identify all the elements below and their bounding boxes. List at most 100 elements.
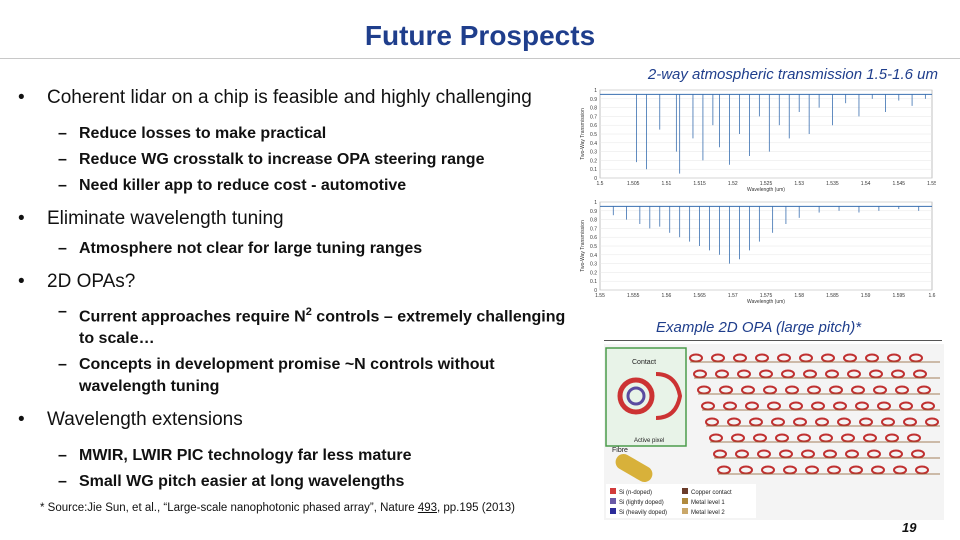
fibre-icon [615,454,653,482]
opa-pixel [925,417,939,427]
opa-pixel [847,369,861,379]
spectrum-svg-2: 1 0.9 0.8 0.7 0.6 0.5 0.4 0.3 0.2 0.1 01.55 1.555 1.… [580,200,936,305]
superscript: 2 [305,306,312,318]
x-tick-label: 1.56 [662,293,672,299]
spectrum-caption: 2-way atmospheric transmission 1.5-1.6 u… [647,66,938,83]
sub-bullet-text: MWIR, LWIR PIC technology far less matur… [79,447,412,465]
x-tick-label: 1.545 [893,181,906,187]
opa-pixel [749,417,763,427]
opa-pixel [737,369,751,379]
spectrum-svg-1: 1 0.9 0.8 0.7 0.6 0.5 0.4 0.3 0.2 0.1 01.5 1.505 1.5… [580,88,936,193]
bullet-item: • Eliminate wavelength tuning [18,207,578,230]
x-axis-label: Wavelength (um) [747,187,785,193]
opa-pixel [693,369,707,379]
opa-pixel [797,433,811,443]
opa-pixel [915,465,929,475]
source-suffix: , pp.195 (2013) [437,502,516,514]
legend-label: Si (n-doped) [619,490,652,496]
legend-swatch [682,508,688,514]
opa-pixel [827,465,841,475]
opa-pixel [777,353,791,363]
opa-pixel [821,353,835,363]
opa-pixel [913,369,927,379]
opa-array-diagram: Contact Active pixel Fibre Si (n-doped) … [604,344,944,520]
bullet-glyph: • [18,409,25,431]
x-tick-label: 1.51 [662,181,672,187]
legend-label: Si (heavily doped) [619,510,667,516]
y-tick-label: 0.3 [590,262,597,268]
opa-pixel [895,385,909,395]
spectrum-plot-2: 1 0.9 0.8 0.7 0.6 0.5 0.4 0.3 0.2 0.1 0 1.55 1.555 1.… [578,198,936,306]
y-tick-label: 0.4 [590,253,597,259]
sub-bullet-text-b: controls – extremely challenging to scal… [79,308,566,348]
x-tick-label: 1.52 [728,181,738,187]
bullet-glyph: • [18,87,25,108]
sub-bullet-text: Need killer app to reduce cost - automot… [79,177,407,194]
x-tick-label: 1.535 [826,181,839,187]
opa-pixel [805,465,819,475]
x-axis-label: Wavelength (um) [747,299,785,305]
y-tick-label: 0.9 [590,209,597,215]
x-tick-label: 1.57 [728,293,738,299]
x-tick-label: 1.6 [929,293,936,299]
opa-pixel [841,433,855,443]
sub-bullet-text: Reduce WG crosstalk to increase OPA stee… [79,151,485,168]
opa-pixel [779,449,793,459]
y-tick-label: 0.1 [590,167,597,173]
x-tick-label: 1.58 [794,293,804,299]
opa-pixel [711,353,725,363]
bullet-text: Eliminate wavelength tuning [47,208,284,229]
opa-pixel [785,385,799,395]
legend-swatch [610,498,616,504]
y-tick-label: 0.4 [590,141,597,147]
opa-pixel [909,353,923,363]
y-tick-label: 0 [594,288,597,294]
opa-pixel [829,385,843,395]
opa-pixel [767,401,781,411]
y-tick-label: 0.2 [590,158,597,164]
opa-pixel [889,449,903,459]
sub-bullet-item: – Atmosphere not clear for large tuning … [18,238,578,260]
opa-pixel [757,449,771,459]
opa-pixel [713,449,727,459]
sub-bullet-item: – Need killer app to reduce cost - autom… [18,175,578,197]
sub-bullet-item: – Small WG pitch easier at long waveleng… [18,471,578,493]
opa-pixel [865,353,879,363]
legend-swatch [610,508,616,514]
opa-pixel [709,433,723,443]
dash-glyph: – [58,125,67,142]
opa-pixel [789,401,803,411]
pixel-grid [689,353,940,475]
label-contact: Contact [632,359,656,366]
opa-caption: Example 2D OPA (large pitch)* [656,319,862,336]
bullet-item: • 2D OPAs? [18,270,578,293]
opa-pixel [755,353,769,363]
opa-pixel [907,433,921,443]
opa-pixel [689,353,703,363]
opa-pixel [697,385,711,395]
opa-pixel [731,433,745,443]
opa-figure: Contact Active pixel Fibre Si (n-doped) … [604,344,944,520]
opa-pixel [811,401,825,411]
dash-glyph: – [58,447,67,465]
opa-pixel [775,433,789,443]
opa-pixel [735,449,749,459]
opa-pixel [705,417,719,427]
x-tick-label: 1.575 [760,293,773,299]
y-tick-label: 0.8 [590,218,597,224]
opa-pixel [801,449,815,459]
x-tick-label: 1.53 [794,181,804,187]
opa-pixel [859,417,873,427]
opa-pixel [849,465,863,475]
y-axis-label: Two-Way Transmission [580,220,586,272]
sub-bullet-text-a: Current approaches require N [79,308,306,326]
opa-pixel [833,401,847,411]
opa-pixel [741,385,755,395]
legend-label: Metal level 1 [691,500,725,506]
opa-pixel [783,465,797,475]
inset-ring-icon [617,377,655,415]
bullet-glyph: • [18,271,25,292]
legend-swatch [610,488,616,494]
inset-waveguide-icon [655,372,683,420]
caption-divider [604,340,942,341]
